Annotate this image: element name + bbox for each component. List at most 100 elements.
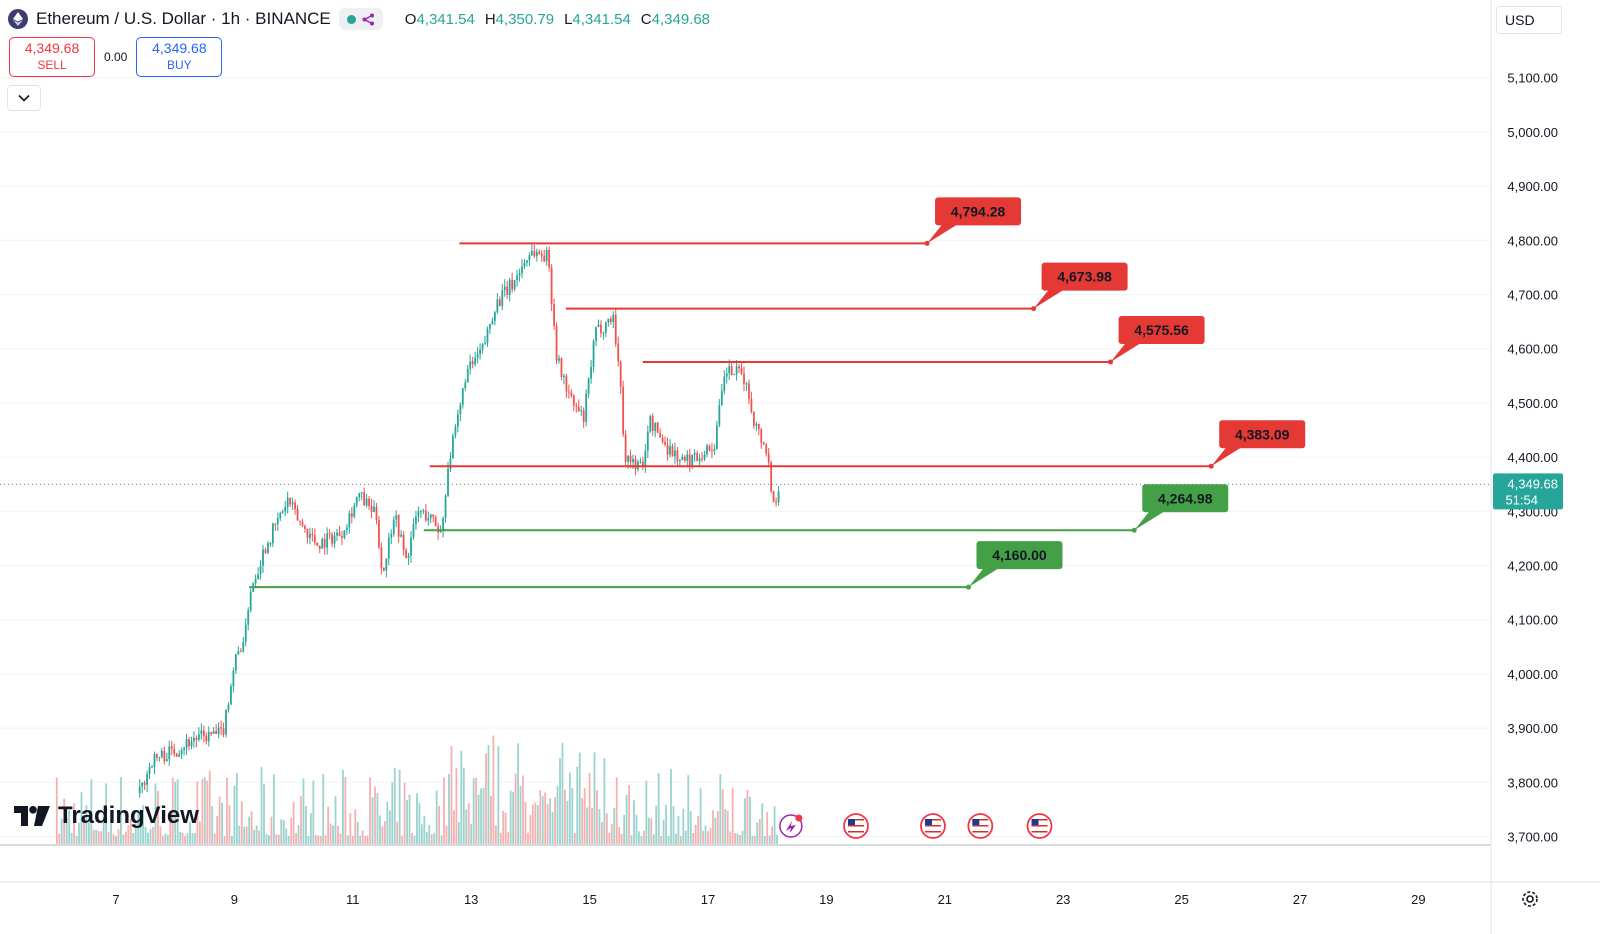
candle-body — [770, 462, 773, 492]
candle-body — [244, 624, 247, 643]
volume-bar — [122, 834, 125, 844]
volume-bar — [455, 768, 458, 844]
sell-button[interactable]: 4,349.68 SELL — [9, 37, 95, 77]
flag-stripe — [848, 831, 864, 833]
candle-body — [582, 410, 585, 422]
candle-body — [533, 251, 536, 257]
volume-bar — [164, 833, 167, 844]
candle-body — [360, 492, 363, 494]
volume-bar — [679, 835, 682, 844]
flag-stripe — [848, 825, 864, 827]
volume-bar — [470, 823, 473, 844]
candle-body — [341, 536, 343, 538]
candle-body — [286, 497, 289, 507]
candle-body — [390, 534, 393, 538]
volume-bar — [159, 826, 162, 844]
volume-bar — [270, 816, 273, 844]
candle-body — [299, 520, 301, 522]
volume-bar — [544, 792, 547, 844]
buy-button[interactable]: 4,349.68 BUY — [136, 37, 223, 77]
candle-body — [156, 754, 158, 758]
us-flag-icon[interactable] — [843, 813, 869, 839]
volume-bar — [551, 812, 554, 844]
volume-bar — [398, 769, 401, 844]
volume-bar — [425, 832, 428, 844]
candle-body — [316, 542, 319, 546]
candle-body — [348, 513, 351, 528]
volume-bar — [292, 801, 295, 844]
candle-body — [528, 255, 531, 261]
candle-body — [498, 299, 501, 307]
volume-bar — [401, 835, 404, 844]
volume-bar — [667, 835, 670, 844]
candle-body — [693, 453, 696, 455]
volume-bar — [374, 786, 376, 844]
candle-body — [762, 442, 765, 445]
market-open-dot — [346, 14, 356, 24]
price-axis-label: 4,800.00 — [1507, 233, 1558, 248]
candle-body — [217, 727, 220, 734]
volume-bar — [132, 833, 135, 844]
volume-bar — [329, 823, 332, 844]
candle-body — [622, 386, 625, 435]
candle-body — [291, 502, 294, 505]
candle-body — [378, 520, 380, 548]
volume-bar — [741, 830, 744, 844]
candle-body — [493, 312, 496, 321]
candle-body — [644, 450, 647, 466]
price-axis-label: 4,700.00 — [1507, 288, 1558, 303]
volume-bar — [337, 825, 339, 844]
volume-bar — [490, 795, 492, 844]
candle-body — [592, 340, 595, 367]
brand-name: TradingView — [58, 802, 199, 829]
us-flag-icon[interactable] — [920, 813, 946, 839]
candle-body — [400, 534, 403, 537]
volume-bar — [487, 745, 490, 844]
resistance-callout-label: 4,673.98 — [1057, 269, 1112, 285]
us-flag-icon[interactable] — [967, 813, 994, 839]
collapse-toggle-button[interactable] — [7, 85, 41, 111]
volume-bar — [603, 758, 606, 844]
volume-bar — [675, 833, 677, 844]
volume-bar — [137, 810, 140, 844]
us-flag-icon[interactable] — [1026, 813, 1053, 839]
low-label: L — [564, 10, 573, 28]
candle-body — [590, 366, 592, 379]
candle-body — [447, 469, 449, 496]
volume-bar — [228, 805, 231, 844]
candle-body — [553, 304, 555, 326]
volume-bar — [687, 775, 690, 844]
time-axis-label: 21 — [938, 892, 952, 907]
support-callout-box — [1142, 484, 1229, 513]
volume-bar — [92, 829, 95, 844]
volume-bar — [221, 802, 223, 844]
volume-bar — [80, 792, 83, 844]
volume-bar — [208, 770, 211, 844]
candle-body — [405, 549, 407, 558]
symbol-title[interactable]: Ethereum / U.S. Dollar · 1h · BINANCE — [36, 9, 331, 28]
volume-bar — [623, 815, 626, 844]
candle-body — [676, 450, 679, 461]
ai-event-icon[interactable] — [779, 814, 803, 838]
candle-body — [664, 441, 666, 445]
volume-bar — [704, 825, 707, 844]
flag-canton — [1031, 819, 1039, 825]
candle-body — [516, 275, 518, 281]
candle-body — [185, 739, 188, 749]
candle-body — [284, 506, 287, 512]
volume-bar — [396, 821, 399, 844]
candle-body — [151, 766, 153, 768]
spark-shape — [785, 821, 796, 833]
volume-bar — [238, 825, 241, 844]
volume-bar — [766, 811, 769, 844]
currency-selector[interactable]: USD — [1496, 6, 1562, 34]
volume-bar — [640, 835, 643, 844]
candle-body — [168, 746, 171, 760]
volume-bar — [736, 833, 739, 844]
candle-body — [439, 530, 442, 533]
settings-icon[interactable] — [1519, 888, 1541, 910]
market-status-pill[interactable] — [338, 8, 383, 30]
flag-stripe — [1031, 822, 1048, 824]
open-value: 4,341.54 — [416, 10, 475, 28]
